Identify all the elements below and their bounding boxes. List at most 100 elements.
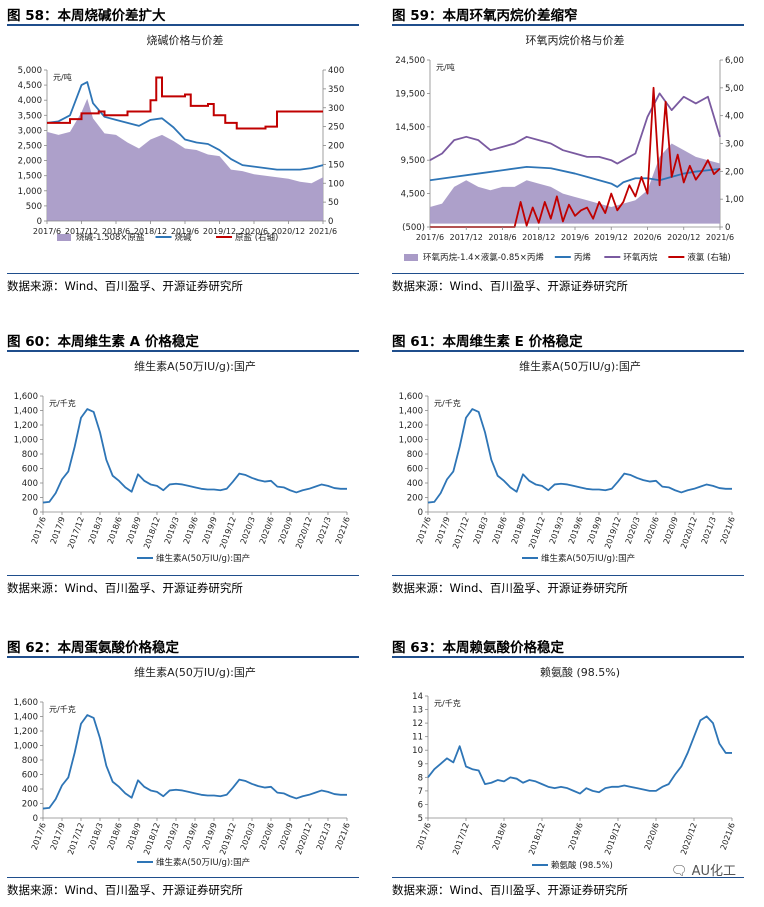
series-line [42,408,347,504]
x-tick-label: 2021/6 [719,822,737,852]
figure-title: 图 58：本周烧碱价差扩大 [7,8,166,24]
x-tick-label: 2017/6 [416,233,444,242]
y-tick-label-right: 50 [328,198,339,208]
wechat-icon: 🗨 [670,864,688,879]
x-tick-label: 2021/6 [334,516,352,546]
x-tick-label: 2019/6 [567,516,585,546]
panel-figure-59: 图 59：本周环氧丙烷价差缩窄 环氧丙烷价格与价差 元/吨 (500) 4,500 9,… [392,4,744,304]
x-tick-label: 2018/6 [488,233,516,242]
y-tick-label: 400 [22,479,38,489]
chart-title: 赖氨酸 (98.5%) [540,665,620,679]
x-tick-label: 2017/9 [434,516,452,546]
x-tick-label: 2019/12 [203,227,236,236]
title-rule [7,350,359,352]
chart-title: 烧碱价格与价差 [147,33,224,47]
x-tick-label: 2020/3 [239,516,257,546]
legend-swatch [404,254,418,261]
x-tick-label: 2018/6 [102,227,130,236]
y-tick-label: 24,500 [395,56,425,66]
legend-label: 维生素A(50万IU/g):国产 [156,857,250,868]
y-tick-label: 2,500 [18,142,42,152]
y-tick-label: 200 [407,494,423,504]
legend: 维生素A(50万IU/g):国产 [137,553,250,564]
legend-label: 液氯 (右轴) [687,252,730,263]
series-area [47,98,323,221]
y-tick-label: 500 [26,202,42,212]
y-tick-label: 800 [407,450,423,460]
x-tick-label: 2020/6 [643,516,661,546]
y-tick-label: 600 [22,465,38,475]
y-tick-label-right: 0 [725,223,730,233]
x-tick-label: 2019/6 [561,233,589,242]
y-tick-label: 1,400 [14,407,38,417]
x-tick-label: 2018/12 [527,516,547,550]
y-tick-label: 1,200 [399,421,423,431]
y-tick-label: 14,500 [395,123,425,133]
y-unit-label: 元/千克 [49,704,76,714]
x-tick-label: 2019/12 [603,516,623,550]
x-tick-label: 2020/6 [643,822,661,852]
chart-title: 维生素A(50万IU/g):国产 [134,359,256,373]
y-tick-label: 8 [418,773,423,783]
y-tick-label: 3,000 [18,126,42,136]
x-tick-label: 2020/9 [662,516,680,546]
x-tick-label: 2017/9 [49,516,67,546]
x-tick-label: 2019/9 [201,516,219,546]
x-tick-label: 2020/12 [667,233,700,242]
x-tick-label: 2020/6 [258,516,276,546]
y-tick-label: 1,400 [14,713,38,723]
y-tick-label: 1,000 [14,742,38,752]
y-tick-label: 13 [412,706,423,716]
x-tick-label: 2020/9 [277,516,295,546]
vitamin-e-chart: 维生素A(50万IU/g):国产元/千克02004006008001,0001,… [399,359,737,564]
x-tick-label: 2018/3 [87,822,105,852]
y-tick-label: 1,200 [14,727,38,737]
title-rule [392,656,744,658]
x-tick-label: 2019/3 [163,822,181,852]
y-tick-label-right: 350 [328,85,344,95]
y-tick-label: 0 [37,217,42,227]
x-tick-label: 2019/12 [595,233,628,242]
x-tick-label: 2018/9 [125,516,143,546]
x-tick-label: 2017/6 [30,516,48,546]
x-tick-label: 2017/9 [49,822,67,852]
x-tick-label: 2020/3 [239,822,257,852]
x-tick-label: 2021/6 [309,227,337,236]
y-tick-label-right: 1,000 [725,195,744,205]
x-tick-label: 2021/6 [706,233,734,242]
data-source: 数据来源：Wind、百川盈孚、开源证券研究所 [392,883,628,897]
legend: 维生素A(50万IU/g):国产 [137,857,250,868]
y-tick-label: 200 [22,800,38,810]
panel-figure-58: 图 58：本周烧碱价差扩大 烧碱价格与价差 元/吨 0 500 1,000 1,500 2,… [7,4,359,304]
legend: 赖氨酸 (98.5%) [532,860,613,871]
x-tick-label: 2019/9 [586,516,604,546]
x-tick-label: 2020/12 [294,516,314,550]
x-tick-label: 2018/3 [472,516,490,546]
x-tick-label: 2017/6 [415,516,433,546]
panel-figure-63: 图 63：本周赖氨酸价格稳定 赖氨酸 (98.5%) 元/千克 5 6 7 8 9 10 11 1… [392,636,744,904]
x-tick-label: 2018/6 [106,822,124,852]
panel-figure-61: 图 61：本周维生素 E 价格稳定 维生素A(50万IU/g):国产 元/千克 0 2… [392,330,744,605]
y-tick-label: 0 [33,508,38,518]
y-tick-label: 1,000 [18,187,42,197]
y-tick-label: 0 [418,508,423,518]
series-line [47,76,323,130]
x-tick-label: 2017/6 [33,227,61,236]
data-source: 数据来源：Wind、百川盈孚、开源证券研究所 [392,279,628,293]
x-tick-label: 2021/3 [315,516,333,546]
y-tick-label: 1,200 [14,421,38,431]
lysine-chart: 赖氨酸 (98.5%) 元/千克 5 6 7 8 9 10 11 12 13 14 2017/6 2017… [412,665,737,871]
x-tick-label: 2021/3 [700,516,718,546]
y-tick-label: 19,500 [395,89,425,99]
x-tick-label: 2019/6 [182,822,200,852]
x-tick-label: 2018/9 [125,822,143,852]
y-tick-label: 1,000 [399,436,423,446]
x-tick-label: 2018/6 [491,822,509,852]
chart-title: 环氧丙烷价格与价差 [526,33,625,47]
x-tick-label: 2020/12 [294,822,314,856]
x-tick-label: 2018/12 [142,822,162,856]
source-rule [7,273,359,274]
y-tick-label: 600 [22,771,38,781]
source-rule [392,575,744,576]
source-rule [7,575,359,576]
